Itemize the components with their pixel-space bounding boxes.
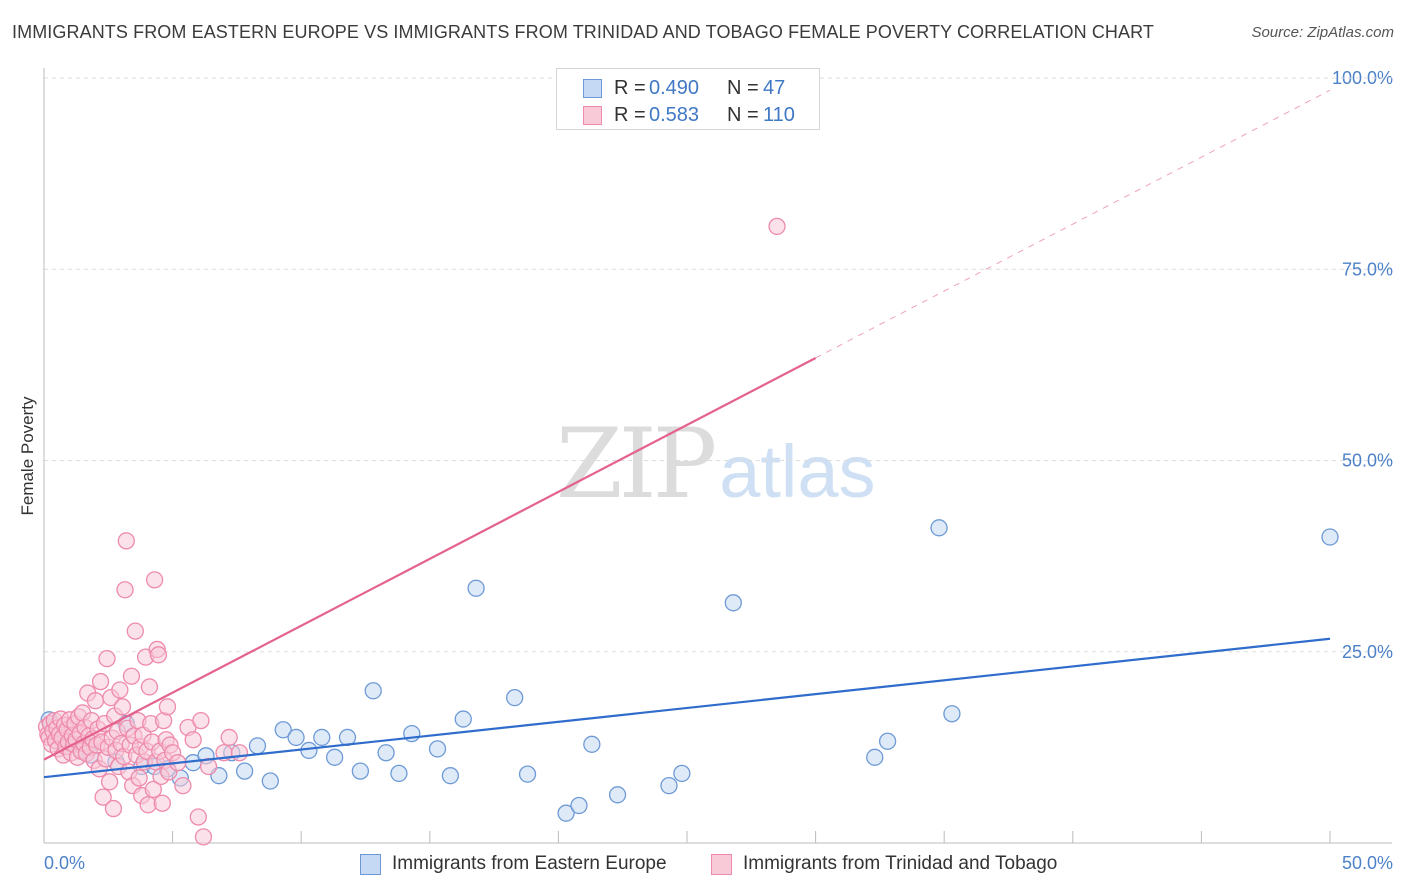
point-eastern-europe [570,796,588,815]
trendline-trinidad [43,357,817,761]
point-eastern-europe [287,728,305,747]
point-trinidad [230,744,249,762]
point-trinidad [144,780,162,799]
point-trinidad [145,571,164,589]
y-tick-label: 50.0% [1342,451,1393,471]
point-trinidad [117,532,135,550]
y-tick-label: 25.0% [1342,642,1393,662]
point-trinidad [768,217,786,236]
point-trinidad [122,667,141,685]
point-trinidad [153,794,171,812]
point-trinidad [174,776,192,795]
point-eastern-europe [467,579,485,597]
point-eastern-europe [428,740,447,758]
r-label: R = [614,77,646,99]
point-eastern-europe [608,786,627,804]
legend: Immigrants from Eastern Europe Immigrant… [0,852,1406,878]
point-trinidad [94,788,112,806]
point-trinidad [158,698,177,716]
point-eastern-europe [930,519,948,537]
point-eastern-europe [274,721,292,739]
stats-row-eastern-europe: R = 0.490 N = 47 [557,75,819,101]
point-eastern-europe [248,737,267,755]
point-eastern-europe [506,689,524,707]
point-trinidad [189,808,207,826]
point-trinidad [113,698,132,716]
n-label: N = [727,77,759,99]
stats-box: R = 0.490 N = 47 R = 0.583 N = 110 [556,68,820,130]
point-eastern-europe [660,776,678,795]
point-trinidad [98,649,116,668]
point-trinidad [116,581,134,599]
r-value: 0.583 [649,104,700,126]
point-eastern-europe [390,764,408,783]
point-eastern-europe [878,732,897,750]
point-eastern-europe [351,762,370,780]
x-tick-label: 0.0% [44,853,85,873]
point-trinidad [139,796,157,814]
point-eastern-europe [300,741,318,760]
point-eastern-europe [1321,528,1339,546]
point-trinidad [192,711,210,730]
point-trinidad [130,769,148,787]
point-eastern-europe [325,748,344,766]
trendline-trinidad-extension [815,89,1331,359]
n-value: 110 [763,104,795,126]
point-eastern-europe [313,728,331,747]
source-attribution: Source: ZipAtlas.com [1251,24,1394,41]
point-eastern-europe [673,764,691,783]
legend-swatch-blue [360,854,381,875]
stats-row-trinidad: R = 0.583 N = 110 [557,102,819,128]
point-eastern-europe [583,735,601,753]
r-value: 0.490 [649,77,700,99]
point-trinidad [111,681,129,699]
point-trinidad [126,622,144,640]
n-label: N = [727,104,759,126]
point-eastern-europe [377,744,395,762]
y-axis-label: Female Poverty [18,396,37,516]
point-trinidad [140,678,159,696]
point-eastern-europe [364,682,382,700]
point-eastern-europe [724,594,742,612]
stats-swatch-pink [583,106,602,125]
point-eastern-europe [454,710,472,728]
point-trinidad [86,692,105,710]
trendline-eastern-europe [43,637,1331,779]
point-trinidad [220,728,238,747]
r-label: R = [614,104,646,126]
point-trinidad [91,672,110,691]
legend-label: Immigrants from Eastern Europe [392,853,667,874]
point-eastern-europe [235,762,254,780]
point-eastern-europe [943,705,961,723]
point-trinidad [184,731,202,749]
point-trinidad [149,646,168,664]
point-eastern-europe [557,804,575,822]
point-eastern-europe [441,767,460,785]
point-trinidad [100,773,119,791]
point-eastern-europe [866,748,884,766]
point-trinidad [194,828,213,846]
x-tick-label: 50.0% [1342,853,1393,873]
y-tick-label: 75.0% [1342,259,1393,279]
y-tick-label: 100.0% [1332,68,1393,88]
chart-title: IMMIGRANTS FROM EASTERN EUROPE VS IMMIGR… [12,22,1155,42]
legend-swatch-pink [711,854,732,875]
n-value: 47 [763,77,786,99]
legend-label: Immigrants from Trinidad and Tobago [743,853,1058,874]
point-eastern-europe [518,765,537,783]
stats-swatch-blue [583,79,602,98]
point-eastern-europe [261,772,279,790]
point-trinidad [104,799,123,818]
